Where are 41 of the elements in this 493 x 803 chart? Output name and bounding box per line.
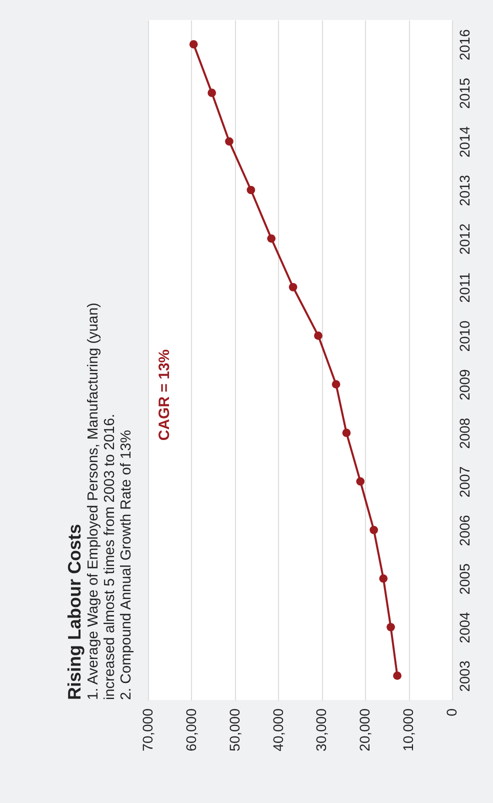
point	[370, 526, 378, 534]
x-tick-label: 50,000	[226, 708, 242, 752]
y-tick-label: 2011	[456, 272, 472, 303]
point	[356, 477, 365, 486]
text: 2. Compound Annual Growth Rate of 13%	[118, 430, 134, 700]
point	[208, 88, 216, 98]
point	[342, 428, 351, 438]
point	[225, 137, 234, 146]
y-tick-label: 2010	[456, 320, 472, 352]
y-tick-label: 2005	[456, 563, 472, 595]
x-tick-label: 20,000	[356, 708, 373, 752]
point	[288, 282, 298, 292]
y-tick-label: 2012	[456, 223, 472, 255]
y-tick-label: 2003	[456, 660, 472, 692]
text: Rising Labour Costs	[64, 524, 84, 700]
point	[386, 622, 395, 632]
x-tick-label: 60,000	[182, 708, 199, 752]
y-tick-label: 2007	[456, 466, 472, 498]
text: 1. Average Wage of Employed Persons, Manufacturing (yuan)	[86, 302, 102, 700]
point	[189, 40, 198, 48]
annotation: CAGR = 13%	[156, 349, 173, 441]
x-tick-label: 40,000	[270, 708, 286, 752]
y-tick-label: 2014	[456, 126, 472, 158]
point	[393, 672, 402, 680]
text: increased almost 5 times from 2003 to 2016.	[102, 414, 118, 700]
point	[332, 380, 340, 388]
y-tick-label: 2015	[456, 78, 472, 109]
point	[246, 186, 256, 194]
x-tick-label: 0	[444, 708, 460, 716]
point	[379, 574, 388, 583]
x-tick-label: 70,000	[140, 708, 156, 752]
point	[314, 332, 322, 340]
y-tick-label: 2013	[456, 174, 472, 206]
point	[267, 234, 276, 243]
y-tick-label: 2006	[456, 514, 472, 546]
x-tick-label: 30,000	[313, 708, 330, 752]
y-tick-label: 2008	[456, 418, 472, 449]
y-tick-label: 2009	[456, 369, 472, 400]
x-tick-label: 10,000	[400, 708, 416, 752]
y-tick-label: 2004	[456, 612, 472, 644]
y-tick-label: 2016	[456, 29, 472, 60]
